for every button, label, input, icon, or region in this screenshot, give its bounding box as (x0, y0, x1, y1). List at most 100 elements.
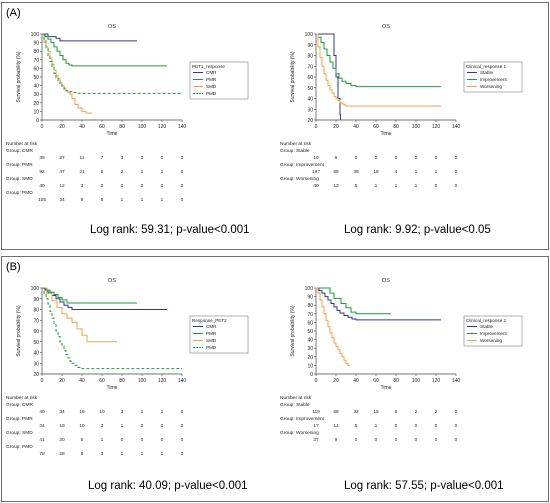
legend-entry: Improvement (480, 77, 508, 82)
risk-count: 0 (455, 155, 458, 161)
risk-count: 0 (395, 155, 398, 161)
x-tick-label: 100 (412, 124, 421, 130)
risk-count: 0 (375, 155, 378, 161)
y-tick-label: 70 (33, 318, 39, 324)
y-axis-label: Survival probability (%) (16, 305, 22, 356)
risk-count: 19 (59, 423, 65, 429)
risk-count: 15 (373, 409, 379, 415)
x-tick-label: 100 (412, 378, 421, 384)
risk-count: 0 (181, 155, 184, 161)
risk-count: 1 (141, 197, 144, 203)
risk-count: 2 (415, 409, 418, 415)
legend-entry: Stable (480, 70, 493, 75)
survival-curve-smd (42, 33, 92, 114)
x-tick-label: 100 (138, 124, 147, 130)
risk-count: 13 (333, 183, 339, 189)
risk-count: 0 (435, 183, 438, 189)
risk-count: 0 (141, 437, 144, 443)
risk-count: 6 (335, 155, 338, 161)
risk-count: 5 (101, 169, 104, 175)
risk-count: 28 (59, 451, 65, 457)
x-axis-label: Time (107, 131, 118, 137)
risk-count: 0 (141, 183, 144, 189)
risk-count: 47 (59, 169, 65, 175)
risk-group-label: Group: PMR (6, 162, 33, 168)
risk-group-label: Group: Worsening (280, 176, 319, 182)
risk-count: 1 (375, 423, 378, 429)
risk-count: 1 (395, 183, 398, 189)
survival-curve-stable (316, 287, 441, 321)
risk-count: 0 (415, 423, 418, 429)
risk-group-label: Group: CMR (6, 148, 33, 154)
risk-count: 1 (161, 409, 164, 415)
risk-count: 32 (353, 409, 359, 415)
y-tick-label: 20 (33, 101, 39, 107)
y-tick-label: 80 (307, 303, 313, 309)
survival-curve-improvement (316, 33, 441, 88)
risk-count: 16 (373, 169, 379, 175)
log-rank-text: Log rank: 59.31; p-value<0.001 (90, 224, 250, 236)
survival-curve-pmd (42, 33, 182, 94)
x-tick-label: 120 (158, 124, 167, 130)
log-rank-text: Log rank: 40.09; p-value<0.001 (88, 480, 248, 492)
x-tick-label: 40 (79, 378, 85, 384)
x-tick-label: 60 (373, 378, 379, 384)
x-tick-label: 140 (452, 124, 461, 130)
risk-count: 0 (181, 183, 184, 189)
risk-count: 0 (161, 437, 164, 443)
legend-entry: Worsening (480, 84, 502, 89)
x-tick-label: 40 (353, 124, 359, 130)
risk-count: 41 (39, 437, 45, 443)
risk-count: 40 (39, 183, 45, 189)
x-tick-label: 40 (353, 378, 359, 384)
risk-group-label: Group: PMD (6, 444, 33, 450)
risk-count: 1 (141, 409, 144, 415)
y-tick-label: 60 (307, 75, 313, 81)
risk-count: 11 (80, 155, 85, 161)
risk-count: 0 (161, 183, 164, 189)
y-tick-label: 50 (307, 86, 313, 92)
risk-count: 3 (121, 409, 124, 415)
risk-count: 39 (39, 155, 45, 161)
x-tick-label: 120 (432, 124, 441, 130)
risk-count: 34 (39, 423, 45, 429)
risk-count: 0 (161, 155, 164, 161)
risk-count: 0 (395, 423, 398, 429)
x-tick-label: 20 (333, 378, 339, 384)
x-tick-label: 40 (79, 124, 85, 130)
y-tick-label: 30 (33, 92, 39, 98)
legend-entry: CMR (206, 70, 217, 75)
risk-count: 0 (415, 155, 418, 161)
risk-count: 1 (141, 169, 144, 175)
y-tick-label: 30 (307, 346, 313, 352)
risk-count: 5 (355, 183, 358, 189)
x-tick-label: 60 (373, 124, 379, 130)
y-tick-label: 80 (307, 54, 313, 60)
risk-count: 21 (79, 169, 85, 175)
y-tick-label: 90 (307, 43, 313, 49)
legend-entry: Improvement (480, 331, 508, 336)
y-tick-label: 90 (33, 41, 39, 47)
risk-count: 0 (161, 423, 164, 429)
legend-entry: PMD (206, 345, 217, 350)
x-tick-label: 60 (99, 378, 105, 384)
survival-curve-pmr (42, 33, 167, 67)
risk-count: 10 (313, 155, 319, 161)
risk-group-label: Group: Worsening (280, 430, 319, 436)
risk-count: 0 (141, 423, 144, 429)
risk-count: 10 (79, 423, 85, 429)
risk-count: 12 (59, 183, 65, 189)
risk-count: 0 (121, 183, 124, 189)
x-tick-label: 80 (119, 378, 125, 384)
risk-count: 0 (355, 155, 358, 161)
panel-label: (A) (6, 7, 21, 19)
panel-b: (B) (1, 256, 549, 502)
y-tick-label: 90 (33, 297, 39, 303)
chart-title: OS (108, 278, 116, 284)
y-tick-label: 40 (33, 351, 39, 357)
risk-count: 0 (455, 423, 458, 429)
risk-count: 20 (59, 437, 65, 443)
y-tick-label: 50 (307, 329, 313, 335)
legend-box (189, 315, 249, 354)
